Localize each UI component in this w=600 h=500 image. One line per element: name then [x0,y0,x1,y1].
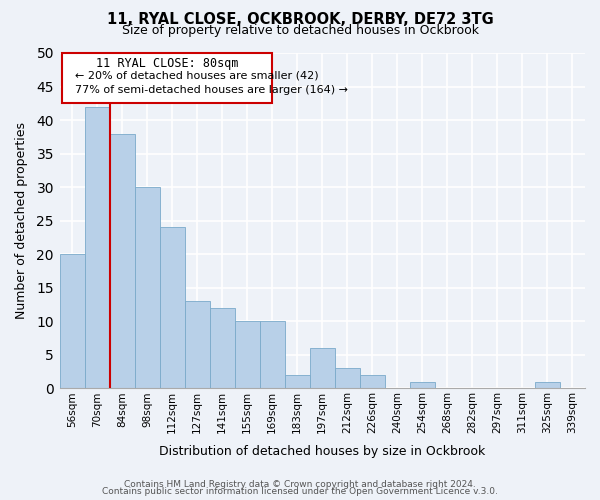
Bar [209,308,235,388]
Bar [360,375,385,388]
Text: Contains public sector information licensed under the Open Government Licence v.: Contains public sector information licen… [102,488,498,496]
Bar [535,382,560,388]
Bar [134,187,160,388]
Bar [235,322,260,388]
FancyBboxPatch shape [62,53,272,104]
Bar [335,368,360,388]
Bar [185,302,209,388]
Text: 11 RYAL CLOSE: 80sqm: 11 RYAL CLOSE: 80sqm [96,56,238,70]
Bar [310,348,335,389]
X-axis label: Distribution of detached houses by size in Ockbrook: Distribution of detached houses by size … [159,444,485,458]
Bar [285,375,310,388]
Text: Size of property relative to detached houses in Ockbrook: Size of property relative to detached ho… [121,24,479,37]
Text: Contains HM Land Registry data © Crown copyright and database right 2024.: Contains HM Land Registry data © Crown c… [124,480,476,489]
Bar [260,322,285,388]
Bar [59,254,85,388]
Bar [160,228,185,388]
Text: 77% of semi-detached houses are larger (164) →: 77% of semi-detached houses are larger (… [74,85,347,95]
Bar [85,106,110,388]
Y-axis label: Number of detached properties: Number of detached properties [15,122,28,319]
Text: 11, RYAL CLOSE, OCKBROOK, DERBY, DE72 3TG: 11, RYAL CLOSE, OCKBROOK, DERBY, DE72 3T… [107,12,493,28]
Text: ← 20% of detached houses are smaller (42): ← 20% of detached houses are smaller (42… [74,71,318,81]
Bar [410,382,435,388]
Bar [110,134,134,388]
